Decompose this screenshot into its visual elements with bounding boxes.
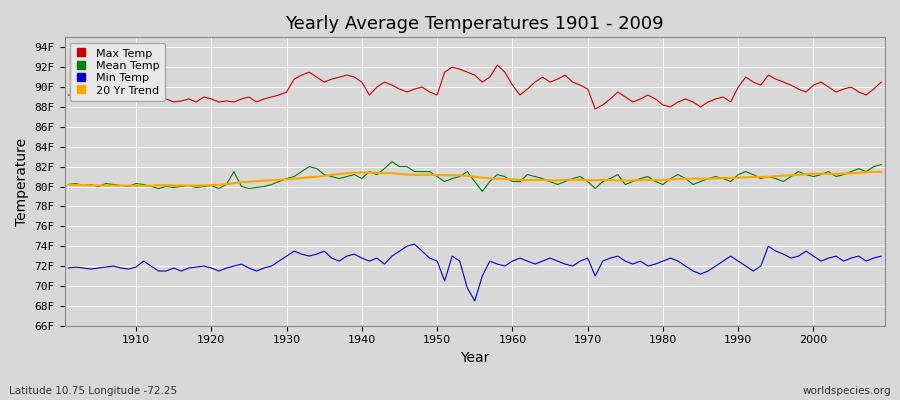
Mean Temp [387,159,398,164]
Min Temp [63,266,74,270]
Min Temp [522,259,533,264]
Mean Temp [123,184,134,189]
20 Yr Trend [507,177,517,182]
Legend: Max Temp, Mean Temp, Min Temp, 20 Yr Trend: Max Temp, Mean Temp, Min Temp, 20 Yr Tre… [70,43,165,101]
20 Yr Trend [605,178,616,182]
Mean Temp [334,176,345,181]
20 Yr Trend [341,171,352,176]
Mean Temp [477,189,488,194]
Line: Min Temp: Min Temp [68,244,881,301]
Line: 20 Yr Trend: 20 Yr Trend [68,172,881,186]
Max Temp [515,93,526,98]
Max Temp [289,77,300,82]
Y-axis label: Temperature: Temperature [15,138,29,226]
Max Temp [876,80,886,84]
Text: worldspecies.org: worldspecies.org [803,386,891,396]
Mean Temp [876,162,886,167]
20 Yr Trend [876,170,886,174]
Line: Max Temp: Max Temp [68,65,881,109]
Max Temp [590,106,600,111]
20 Yr Trend [296,176,307,180]
Mean Temp [612,172,623,177]
Mean Temp [522,172,533,177]
20 Yr Trend [515,178,526,182]
20 Yr Trend [139,183,149,188]
20 Yr Trend [868,170,879,174]
Max Temp [507,83,517,88]
Min Temp [876,254,886,258]
Min Temp [123,267,134,272]
Line: Mean Temp: Mean Temp [68,162,881,192]
Max Temp [334,75,345,80]
Min Temp [612,254,623,258]
Max Temp [612,90,623,94]
Max Temp [123,95,134,100]
Max Temp [63,93,74,98]
Mean Temp [515,179,526,184]
Min Temp [289,249,300,254]
Mean Temp [289,174,300,179]
Min Temp [515,256,526,260]
Title: Yearly Average Temperatures 1901 - 2009: Yearly Average Temperatures 1901 - 2009 [285,15,664,33]
Min Temp [334,259,345,264]
Min Temp [470,298,481,303]
X-axis label: Year: Year [460,351,490,365]
20 Yr Trend [123,183,134,188]
Mean Temp [63,182,74,187]
Min Temp [410,242,420,246]
20 Yr Trend [63,182,74,187]
Text: Latitude 10.75 Longitude -72.25: Latitude 10.75 Longitude -72.25 [9,386,177,396]
Max Temp [492,63,503,68]
